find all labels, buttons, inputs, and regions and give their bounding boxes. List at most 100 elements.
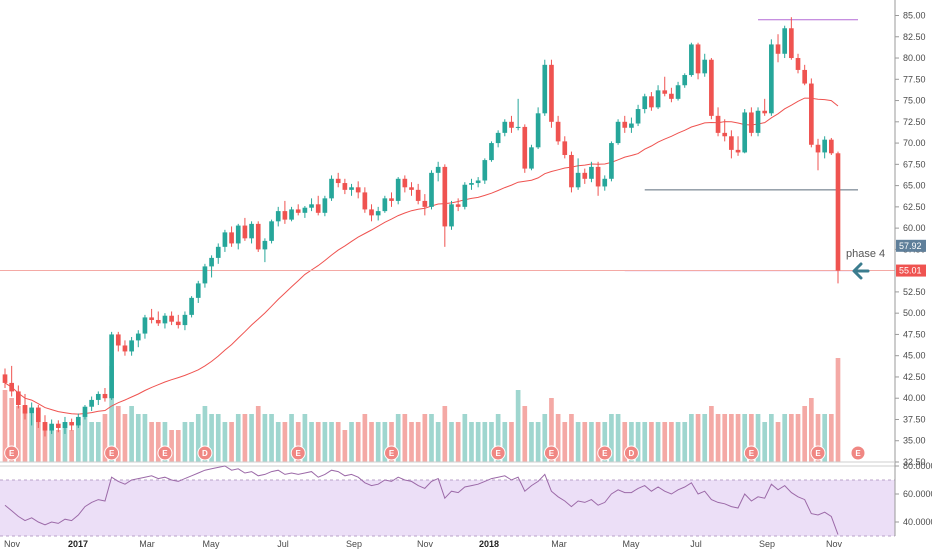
event-label: D (629, 449, 635, 458)
event-label: D (202, 449, 208, 458)
candle-body (89, 399, 94, 407)
candle-body (62, 422, 68, 428)
candle-body (695, 44, 701, 74)
volume-bar (495, 414, 501, 462)
x-tick-label: Sep (759, 539, 775, 549)
volume-bar (82, 414, 88, 462)
candle-body (215, 246, 221, 258)
candle-body (582, 172, 588, 179)
volume-bar (622, 422, 628, 462)
volume-bar (149, 422, 154, 462)
volume-bar (715, 414, 721, 462)
volume-bar (222, 422, 228, 462)
candle-body (422, 200, 428, 207)
volume-bar (655, 422, 661, 462)
y-tick-label: 62.50 (903, 202, 926, 212)
candle-body (222, 232, 228, 247)
candle-body (169, 315, 174, 322)
volume-bar (9, 398, 14, 462)
candle-body (735, 149, 741, 153)
volume-bar (682, 422, 688, 462)
volume-bar (615, 414, 621, 462)
candle-body (515, 126, 521, 128)
candle-body (815, 144, 821, 153)
volume-bar (215, 414, 221, 462)
volume-bar (395, 414, 401, 462)
volume-bar (315, 422, 321, 462)
candle-body (402, 178, 408, 188)
candle-body (15, 391, 21, 406)
candle-body (795, 58, 801, 70)
volume-bar (362, 414, 368, 462)
candle-body (769, 44, 774, 114)
event-marker (197, 445, 213, 461)
candle-body (775, 44, 781, 54)
volume-bar (475, 422, 481, 462)
event-label: E (109, 449, 115, 458)
volume-bar (775, 422, 781, 462)
volume-bar (102, 414, 108, 462)
candle-body (689, 44, 694, 76)
candle-body (562, 141, 568, 155)
volume-bar (675, 422, 681, 462)
candle-body (55, 423, 61, 428)
candle-body (349, 187, 354, 190)
candle-body (335, 178, 341, 184)
candle-body (95, 393, 101, 400)
x-tick-label: Sep (346, 539, 362, 549)
volume-bar (249, 414, 254, 462)
candle-body (469, 183, 474, 185)
candle-body (629, 123, 634, 128)
rsi-tick-label: 60.0000 (903, 489, 932, 499)
volume-bar (489, 422, 494, 462)
candle-body (22, 405, 28, 414)
left-arrow-icon[interactable] (852, 262, 870, 280)
volume-bar (515, 390, 521, 462)
y-tick-label: 75.00 (903, 96, 926, 106)
volume-bars (2, 358, 841, 462)
volume-bar (175, 430, 181, 462)
volume-bar (75, 422, 81, 462)
y-tick-label: 67.50 (903, 159, 926, 169)
volume-bar (375, 422, 381, 462)
candle-body (755, 110, 761, 133)
event-marker (384, 445, 400, 461)
rsi-line (4, 465, 839, 535)
y-tick-label: 80.00 (903, 53, 926, 63)
volume-bar (55, 430, 61, 462)
candle-body (255, 223, 261, 250)
event-marker (597, 445, 613, 461)
candle-body (115, 334, 121, 346)
volume-bar (369, 422, 374, 462)
volume-bar (209, 414, 214, 462)
volume-bar (595, 422, 601, 462)
rsi-band (0, 480, 895, 536)
candle-body (595, 166, 601, 187)
volume-bar (555, 414, 561, 462)
volume-bar (635, 422, 641, 462)
volume-bar (522, 406, 528, 462)
candle-body (789, 28, 794, 59)
volume-bar (115, 406, 121, 462)
volume-bar (122, 414, 128, 462)
volume-bar (569, 414, 574, 462)
event-label: E (602, 449, 608, 458)
candle-body (749, 112, 754, 133)
y-tick-label: 47.50 (903, 329, 926, 339)
candle-body (282, 211, 288, 220)
candle-body (415, 189, 421, 201)
volume-bar (562, 422, 568, 462)
candle-body (455, 204, 461, 207)
volume-bar (269, 414, 274, 462)
volume-bar (762, 422, 768, 462)
volume-bar (789, 414, 794, 462)
volume-bar (182, 422, 188, 462)
candle-body (155, 319, 161, 324)
volume-bar (509, 422, 514, 462)
candle-body (782, 28, 788, 54)
price-tags: 57.92 55.01 (896, 239, 926, 277)
y-tick-label: 50.00 (903, 308, 926, 318)
moving-average-line (4, 97, 839, 415)
